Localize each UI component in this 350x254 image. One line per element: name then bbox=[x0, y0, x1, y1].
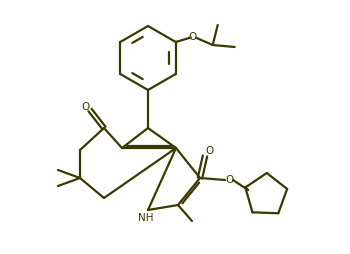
Text: O: O bbox=[189, 32, 197, 42]
Text: O: O bbox=[206, 146, 214, 156]
Text: O: O bbox=[81, 102, 89, 112]
Text: O: O bbox=[226, 175, 234, 185]
Text: NH: NH bbox=[138, 213, 154, 223]
